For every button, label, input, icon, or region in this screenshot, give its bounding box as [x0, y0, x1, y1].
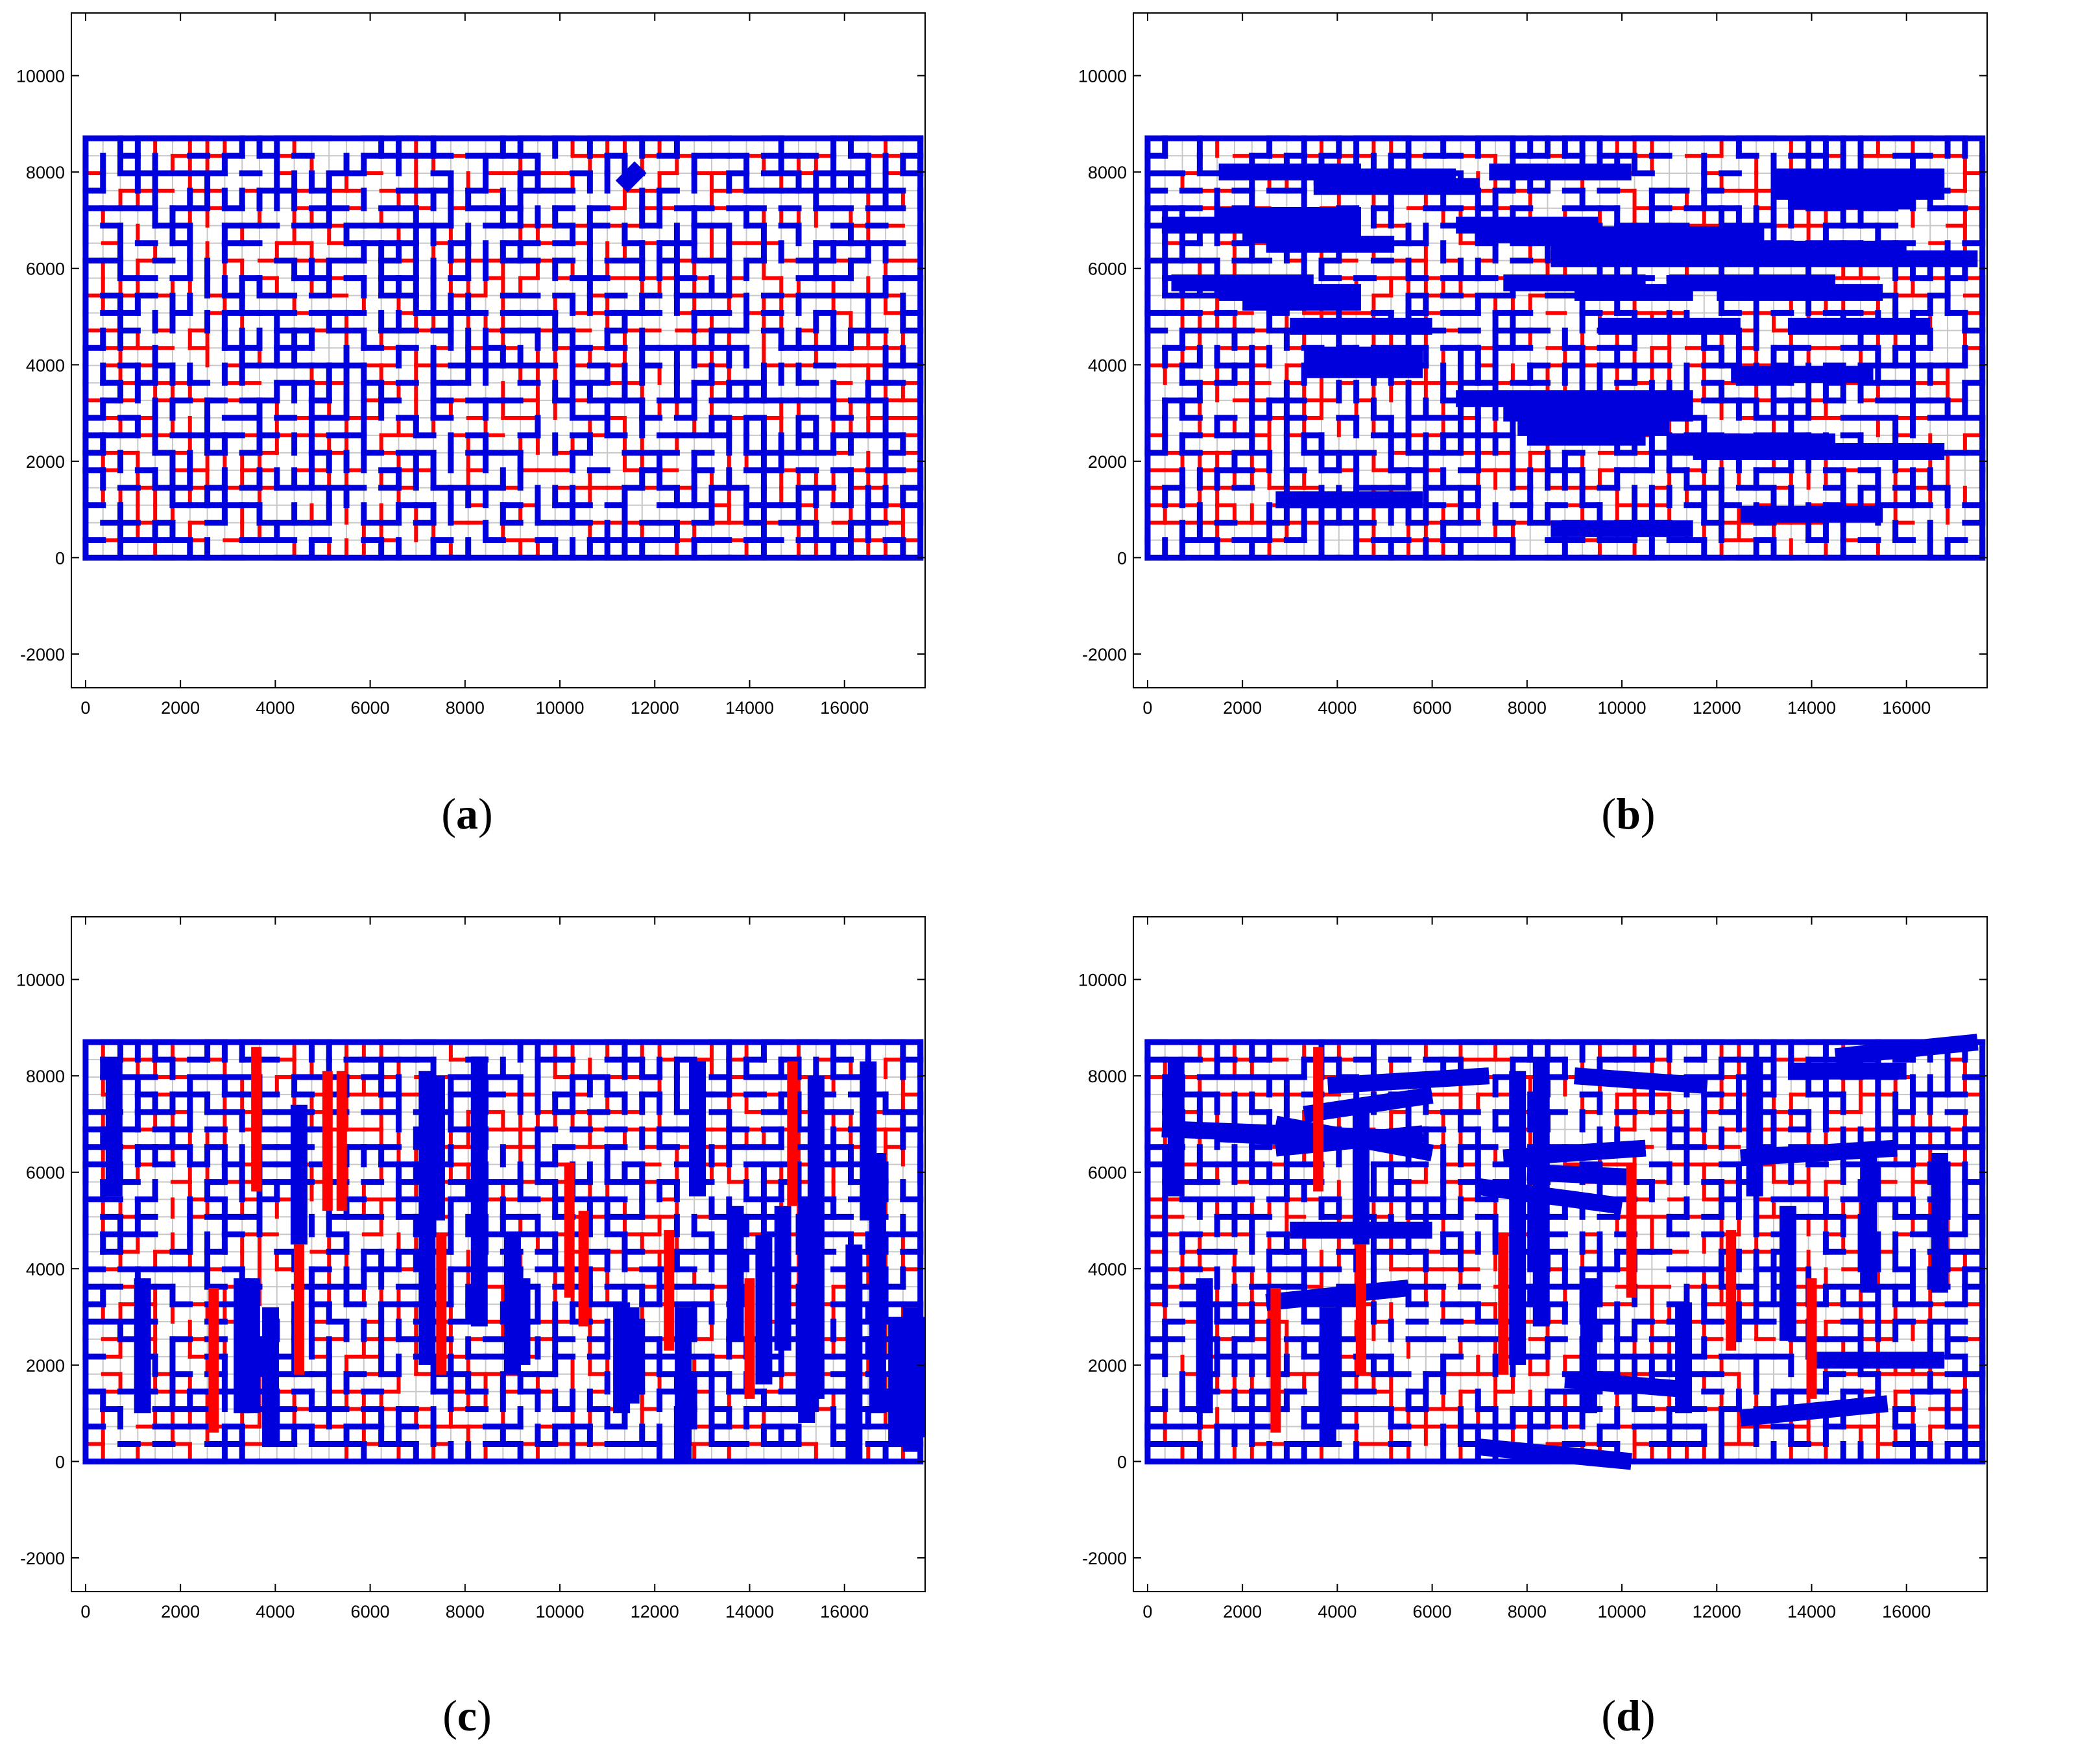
- y-tick-label: 2000: [1088, 452, 1127, 472]
- y-tick-label: 10000: [1078, 67, 1127, 86]
- x-tick-label: 2000: [161, 698, 200, 718]
- y-tick-label: -2000: [1082, 645, 1127, 664]
- plot-content: [82, 135, 924, 561]
- y-tick-label: 0: [1117, 548, 1127, 568]
- x-tick-label: 16000: [820, 698, 869, 718]
- caption-b-close: ): [1640, 789, 1656, 838]
- x-tick-label: 12000: [631, 698, 679, 718]
- plot-content: [82, 1039, 925, 1464]
- x-tick-label: 10000: [535, 698, 584, 718]
- y-tick-label: 2000: [26, 452, 65, 472]
- x-tick-label: 0: [80, 698, 90, 718]
- y-tick-label: 8000: [26, 163, 65, 182]
- caption-b-open: (: [1601, 789, 1617, 838]
- x-tick-label: 10000: [1597, 698, 1646, 718]
- y-tick-label: 4000: [26, 356, 65, 375]
- x-tick-label: 0: [1142, 698, 1152, 718]
- x-tick-label: 14000: [1787, 698, 1836, 718]
- y-tick-label: 6000: [1088, 260, 1127, 279]
- network-border: [82, 135, 924, 561]
- chart-c-svg: 0 2000 4000 6000 8000 10000 12000 14000 16000-20…: [16, 916, 926, 1621]
- y-tick-label: 0: [55, 548, 65, 568]
- x-tick-label: 8000: [446, 698, 485, 718]
- series-blue: [1161, 164, 1978, 537]
- caption-a-open: (: [441, 789, 456, 838]
- caption-a-letter: a: [456, 789, 478, 838]
- x-tick-label: 6000: [351, 698, 390, 718]
- network-border: [1144, 135, 1986, 561]
- x-tick-label: 8000: [1508, 698, 1547, 718]
- caption-a: (a): [0, 788, 934, 840]
- chart-a-svg: 0 2000 4000 6000 8000 10000 12000 14000 16000 -20…: [16, 12, 926, 718]
- y-tick-label: 4000: [1088, 356, 1127, 375]
- x-tick-label: 2000: [1223, 698, 1262, 718]
- axes-frame: [1133, 12, 1988, 688]
- chart-b-svg: 0 2000 4000 6000 8000 10000 12000 14000 16000 -20…: [1078, 12, 1988, 718]
- x-tick-label: 16000: [1882, 698, 1931, 718]
- y-tick-label: 6000: [26, 260, 65, 279]
- series-blue: [615, 161, 647, 193]
- y-tick-label: -2000: [20, 645, 65, 664]
- plot-content: [1144, 135, 1986, 561]
- y-tick-label: 8000: [1088, 163, 1127, 182]
- x-tick-label: 14000: [725, 698, 774, 718]
- x-tick-label: 6000: [1413, 698, 1452, 718]
- chart-panel-c: 0 2000 4000 6000 8000 10000 12000 14000 16000 -20…: [0, 904, 1038, 1621]
- caption-a-close: ): [478, 789, 493, 838]
- axes-frame: [71, 12, 926, 688]
- caption-b-letter: b: [1616, 789, 1641, 838]
- x-tick-label: 12000: [1693, 698, 1741, 718]
- caption-b: (b): [1161, 788, 2095, 840]
- y-tick-label: 10000: [16, 67, 65, 86]
- chart-panel-a: 0 2000 4000 6000 8000 10000 12000 14000 16000 -20…: [0, 0, 1038, 718]
- x-tick-label: 4000: [1318, 698, 1357, 718]
- segment-blue-0: [615, 161, 647, 193]
- chart-panel-b: 0 2000 4000 6000 8000 10000 12000 14000 16000 -20…: [1062, 0, 2100, 718]
- x-tick-label: 4000: [256, 698, 295, 718]
